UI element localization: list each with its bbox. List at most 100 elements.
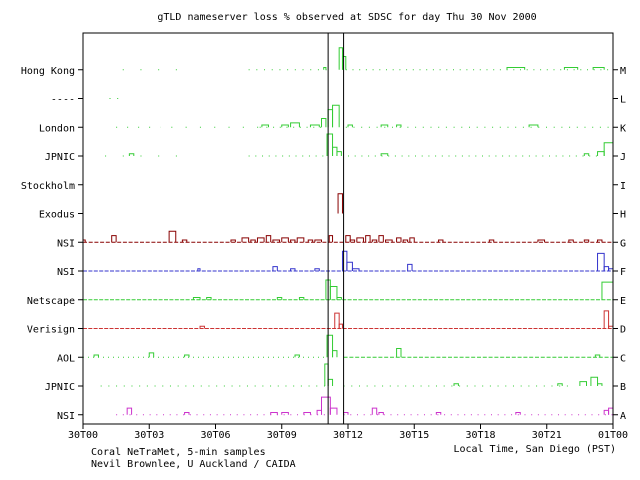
- series-e: [83, 279, 614, 301]
- credit-line-2: Nevil Brownlee, U Auckland / CAIDA: [91, 459, 296, 470]
- series-c: [83, 334, 613, 358]
- series-b: [100, 363, 603, 387]
- loss-step: [241, 237, 250, 243]
- loss-step: [303, 412, 311, 415]
- loss-step: [206, 297, 212, 300]
- loss-step: [272, 239, 281, 243]
- loss-step: [341, 250, 348, 271]
- server-letter-label: E: [620, 296, 626, 307]
- series-f: [83, 250, 614, 272]
- loss-step: [281, 237, 289, 243]
- loss-step: [321, 396, 331, 415]
- loss-step: [336, 151, 342, 156]
- loss-step: [563, 67, 579, 70]
- loss-step: [168, 230, 177, 243]
- loss-step: [453, 383, 459, 386]
- series-k: [116, 104, 613, 128]
- server-letter-label: J: [620, 152, 626, 163]
- server-letter-label: L: [620, 95, 626, 106]
- loss-step: [334, 312, 340, 329]
- loss-step: [296, 237, 305, 243]
- server-letter-label: H: [620, 210, 626, 221]
- x-tick-label: 30T00: [68, 430, 98, 441]
- loss-step: [380, 153, 389, 156]
- loss-step: [409, 237, 415, 243]
- loss-step: [351, 268, 360, 271]
- loss-step: [332, 350, 338, 358]
- server-letter-label: M: [620, 66, 626, 77]
- loss-step: [332, 104, 340, 128]
- loss-step: [148, 352, 155, 358]
- loss-step: [396, 237, 402, 243]
- loss-step: [592, 67, 605, 70]
- series-j: [105, 133, 614, 157]
- server-letter-label: K: [620, 123, 626, 134]
- server-letter-label: C: [620, 353, 626, 364]
- loss-step: [184, 354, 190, 358]
- loss-step: [270, 412, 278, 415]
- x-tick-label: 30T12: [333, 430, 363, 441]
- loss-step: [396, 347, 402, 358]
- series-m: [122, 47, 613, 71]
- loss-step: [380, 124, 389, 128]
- loss-step: [378, 412, 384, 415]
- series-h: [337, 193, 343, 214]
- series-name-label: JPNIC: [45, 152, 75, 163]
- loss-step: [528, 124, 539, 128]
- loss-step: [603, 142, 614, 156]
- server-letter-label: I: [620, 181, 626, 192]
- loss-step: [396, 124, 402, 128]
- loss-step: [329, 286, 338, 300]
- series-name-label: Exodus: [39, 210, 75, 221]
- loss-step: [276, 297, 283, 300]
- series-name-label: Verisign: [27, 325, 75, 336]
- series-name-label: ----: [51, 95, 75, 106]
- loss-step: [597, 151, 605, 156]
- loss-step: [568, 239, 574, 243]
- loss-step: [402, 239, 409, 243]
- loss-step: [356, 237, 364, 243]
- chart-title: gTLD nameserver loss % observed at SDSC …: [157, 12, 536, 23]
- loss-step: [290, 239, 296, 243]
- plot-frame: [82, 32, 614, 425]
- loss-step: [316, 409, 322, 415]
- loss-step: [250, 239, 256, 243]
- loss-step: [230, 239, 236, 243]
- loss-step: [192, 297, 201, 300]
- loss-step: [385, 239, 393, 243]
- loss-step: [281, 124, 289, 128]
- loss-step: [603, 310, 610, 329]
- loss-step: [184, 412, 190, 415]
- loss-step: [371, 407, 378, 415]
- loss-step: [326, 334, 334, 358]
- loss-step: [309, 124, 320, 128]
- series-name-label: NSI: [57, 411, 75, 422]
- loss-step: [256, 237, 265, 243]
- loss-step: [371, 239, 378, 243]
- loss-step: [290, 268, 296, 271]
- axes: 30T00 30T03 30T06 30T09 30T12 30T15 30T18 30T21…: [21, 32, 628, 441]
- loss-step: [407, 263, 413, 271]
- loss-step: [290, 122, 300, 128]
- loss-step: [378, 235, 384, 243]
- series-g: [82, 230, 613, 243]
- loss-step: [557, 383, 563, 386]
- loss-step: [337, 193, 343, 214]
- series-name-label: AOL: [57, 353, 75, 364]
- loss-step: [435, 412, 442, 415]
- loss-step: [181, 239, 188, 243]
- loss-step: [197, 268, 201, 271]
- series-name-label: NSI: [57, 267, 75, 278]
- series-a: [116, 396, 614, 416]
- series-d: [83, 310, 614, 329]
- loss-step: [126, 407, 133, 415]
- loss-step: [603, 409, 610, 415]
- credit-line-1: Coral NeTraMet, 5-min samples: [91, 447, 266, 458]
- loss-step: [347, 124, 353, 128]
- loss-step: [326, 133, 334, 156]
- loss-step: [438, 239, 444, 243]
- x-axis-label: Local Time, San Diego (PST): [453, 444, 616, 455]
- loss-step: [608, 407, 614, 415]
- x-tick-label: 01T00: [598, 430, 628, 441]
- loss-step: [583, 239, 590, 243]
